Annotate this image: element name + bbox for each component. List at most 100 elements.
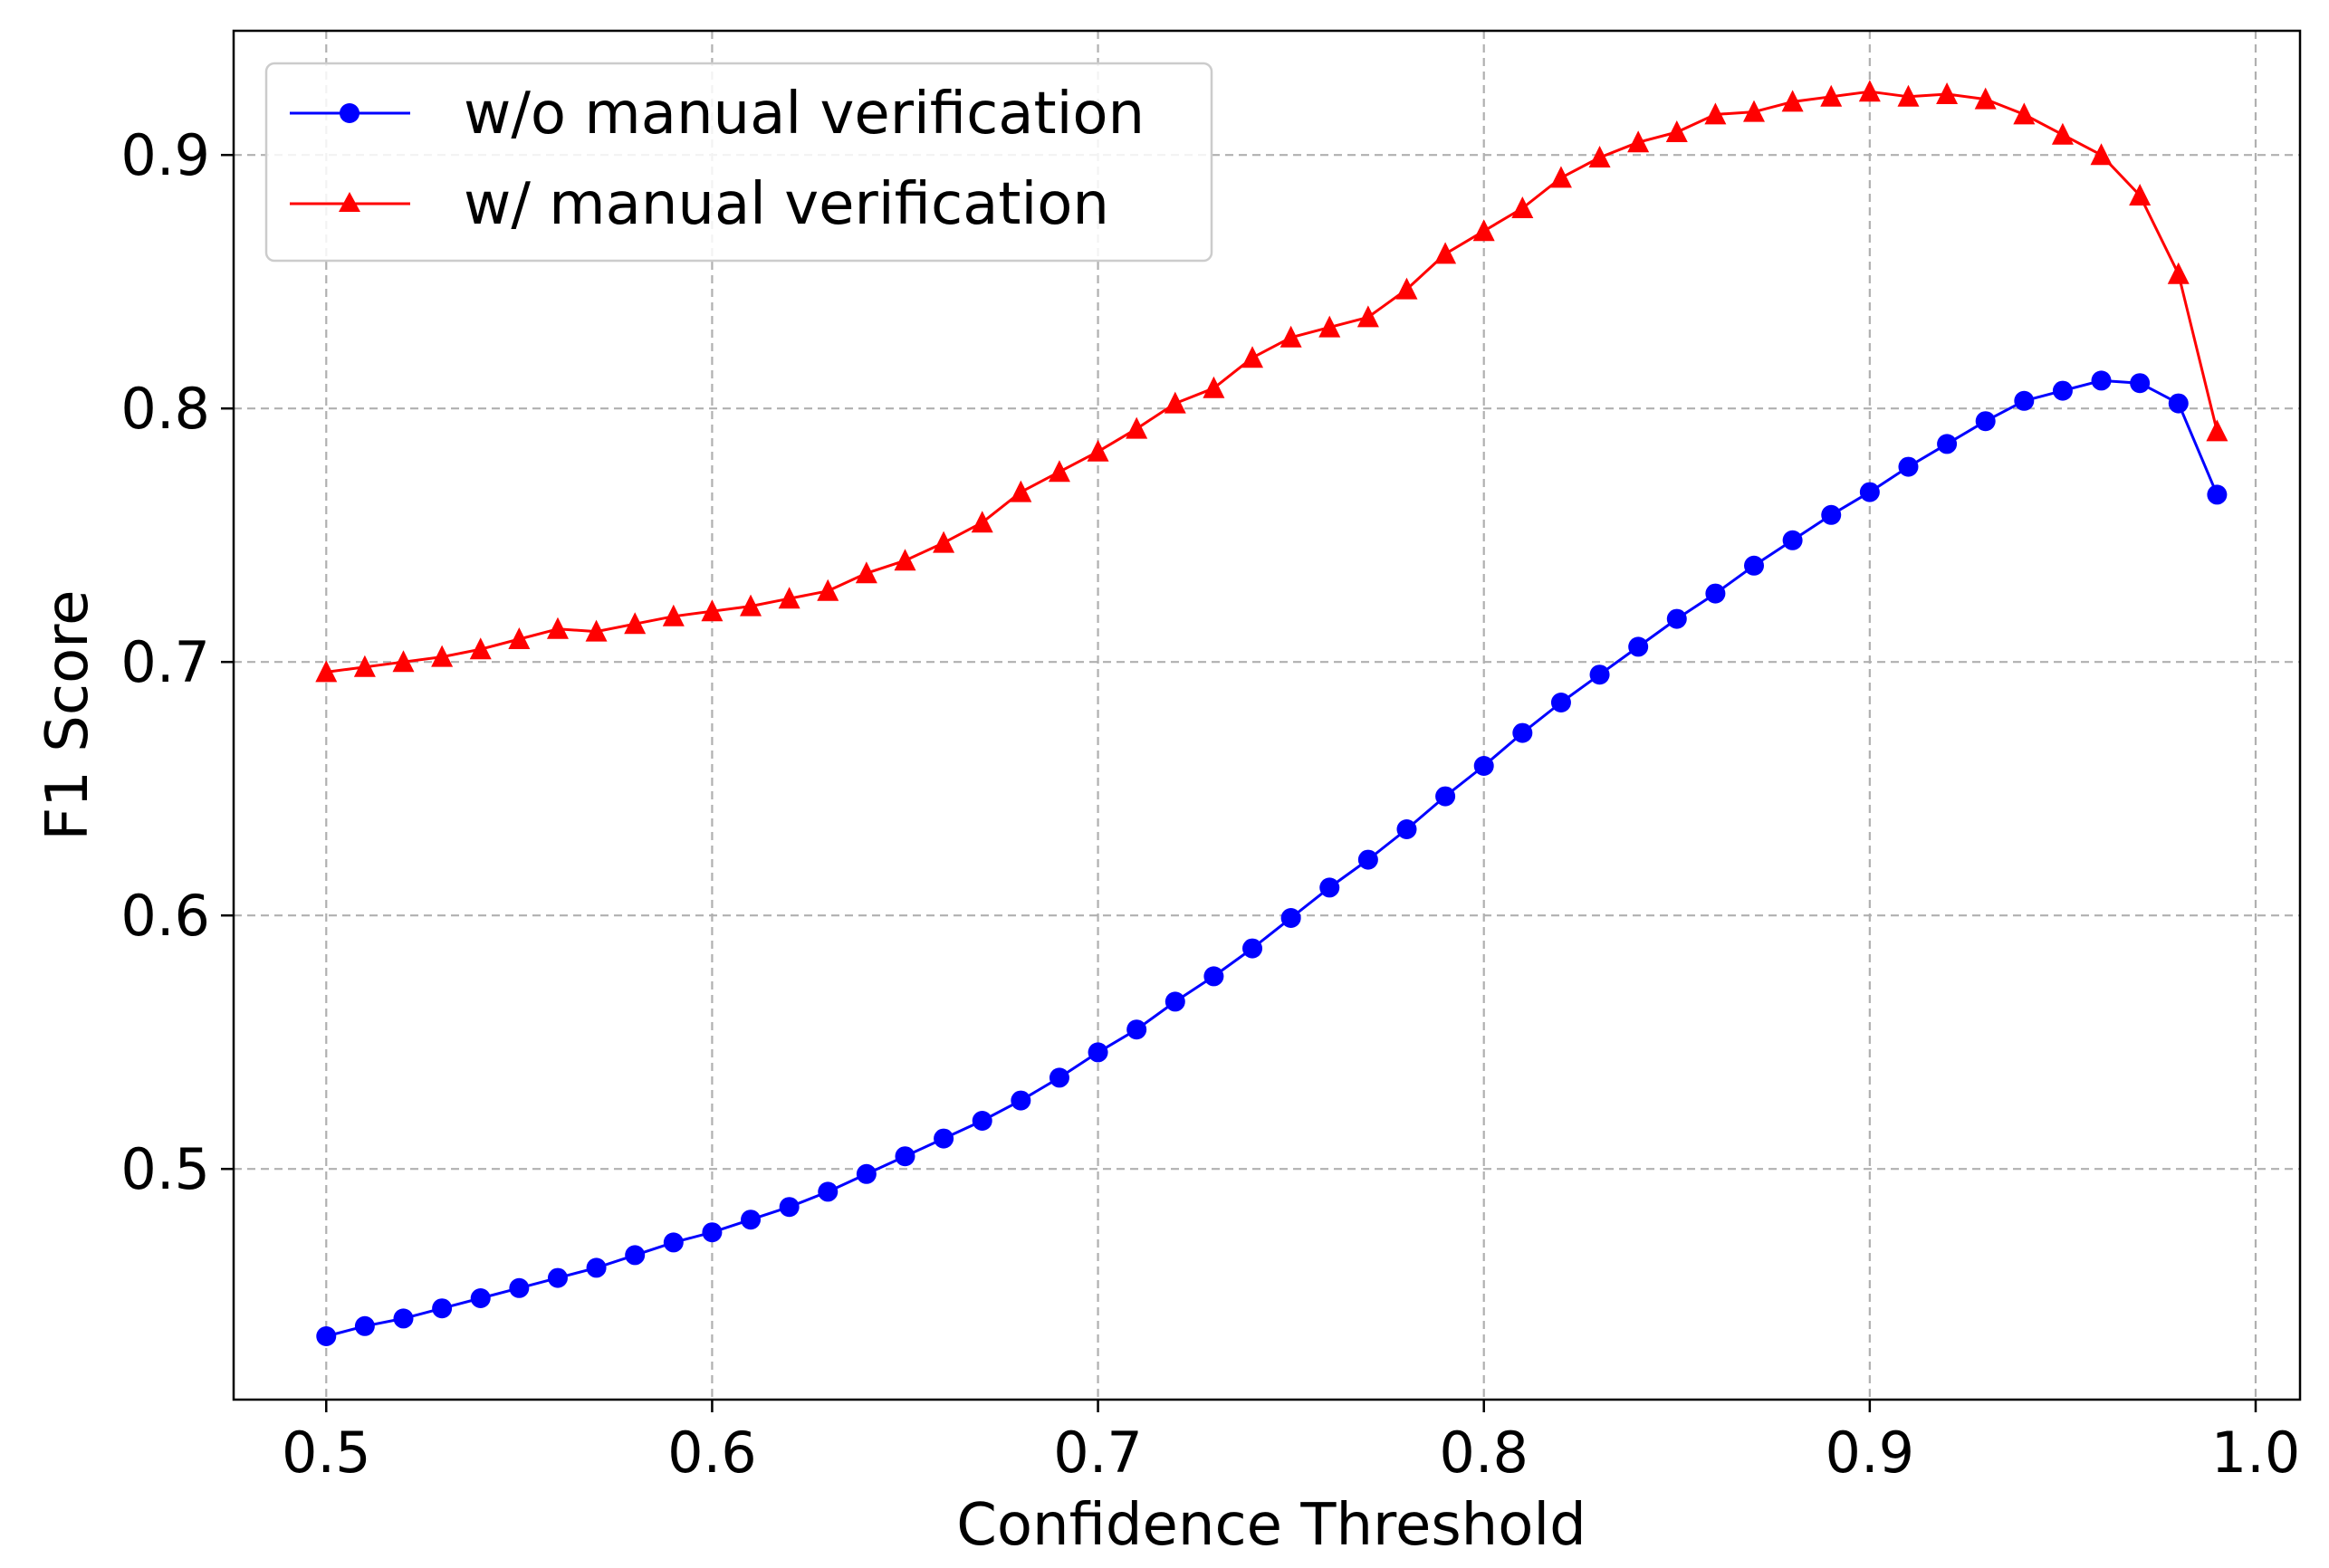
data-point (315, 660, 338, 683)
data-point (1318, 315, 1341, 338)
y-tick-label: 0.9 (120, 122, 210, 188)
data-point (1898, 456, 1919, 477)
y-axis-label: F1 Score (34, 589, 101, 840)
x-axis-label: Confidence Threshold (956, 1492, 1586, 1559)
data-point (1088, 1042, 1108, 1063)
data-point (2051, 122, 2074, 145)
data-point (1859, 482, 1880, 502)
data-point (701, 599, 724, 622)
data-point (1011, 1090, 1031, 1111)
grid (234, 31, 2300, 1400)
data-point (1395, 277, 1418, 300)
data-point (2013, 102, 2036, 125)
data-point (971, 511, 993, 533)
data-point (894, 549, 916, 571)
data-point (1048, 460, 1070, 483)
data-point (353, 655, 376, 677)
data-point (393, 1308, 414, 1329)
legend: w/o manual verification w/ manual verifi… (264, 62, 1213, 263)
data-point (431, 645, 454, 667)
series-0 (316, 370, 2228, 1346)
data-point (1010, 480, 1032, 502)
data-point (972, 1111, 992, 1131)
data-point (856, 1163, 877, 1184)
data-point (2206, 419, 2228, 442)
plot-frame (232, 29, 2302, 1401)
data-point (779, 1197, 800, 1218)
x-tick-label: 0.6 (667, 1420, 757, 1486)
x-tick-label: 0.9 (1826, 1420, 1915, 1486)
data-point (1203, 376, 1225, 398)
data-point (1705, 583, 1726, 604)
data-point (624, 612, 647, 635)
data-point (1049, 1067, 1069, 1088)
data-point (1858, 80, 1881, 102)
axes: 0.5 0.6 0.7 0.8 0.9 1.0 0.5 0.6 0.7 0.8 0.9 (120, 29, 2302, 1486)
data-point (469, 637, 492, 660)
data-point (1820, 84, 1843, 107)
data-point (934, 1128, 954, 1149)
data-point (1472, 219, 1495, 242)
data-point (1126, 416, 1148, 439)
data-point (1126, 1019, 1147, 1040)
series-line-0 (325, 378, 2219, 1338)
data-point (1974, 87, 1997, 110)
data-point (509, 1277, 530, 1298)
data-point (1356, 305, 1379, 328)
data-point (895, 1146, 915, 1167)
legend-label-wo-manual: w/o manual verification (464, 81, 1145, 148)
data-point (2130, 373, 2151, 394)
data-point (586, 1257, 607, 1278)
data-point (1588, 146, 1611, 167)
data-point (508, 627, 531, 649)
data-point (1666, 608, 1687, 629)
data-point (740, 594, 762, 617)
data-point (2052, 380, 2073, 401)
series-1 (315, 80, 2228, 683)
data-point (702, 1222, 723, 1243)
data-point (1549, 166, 1572, 188)
x-tick-label: 0.8 (1439, 1420, 1529, 1486)
data-point (662, 604, 685, 626)
data-point (1937, 434, 1958, 454)
data-point (2014, 390, 2035, 411)
series-layer (315, 80, 2228, 1346)
data-point (1164, 991, 1185, 1012)
data-point (1087, 439, 1109, 462)
data-point (1434, 242, 1457, 264)
data-point (2129, 184, 2152, 206)
data-point (1435, 786, 1456, 807)
data-point (1936, 82, 1959, 104)
data-point (1280, 908, 1301, 928)
data-point (1743, 100, 1766, 122)
data-point (818, 1181, 839, 1202)
data-point (933, 531, 955, 553)
y-tick-label: 0.8 (120, 376, 210, 442)
x-tick-label: 0.7 (1053, 1420, 1143, 1486)
legend-box (264, 62, 1213, 263)
data-point (546, 617, 569, 639)
data-point (778, 587, 800, 609)
data-point (625, 1245, 646, 1266)
data-point (1280, 325, 1302, 348)
data-point (2207, 484, 2228, 505)
data-point (1744, 555, 1765, 576)
legend-label-w-manual: w/ manual verification (464, 171, 1109, 238)
data-point (1319, 877, 1340, 898)
data-point (817, 578, 839, 601)
data-point (470, 1288, 491, 1308)
data-point (1665, 120, 1688, 142)
data-point (1473, 756, 1494, 776)
data-point (1511, 196, 1534, 218)
data-point (1396, 819, 1417, 839)
data-point (855, 561, 877, 584)
y-tick-label: 0.5 (120, 1136, 210, 1202)
data-point (432, 1298, 453, 1319)
data-point (663, 1232, 684, 1253)
data-point (1628, 636, 1649, 657)
data-point (2090, 143, 2113, 166)
data-point (1550, 693, 1571, 712)
data-point (2167, 262, 2190, 284)
